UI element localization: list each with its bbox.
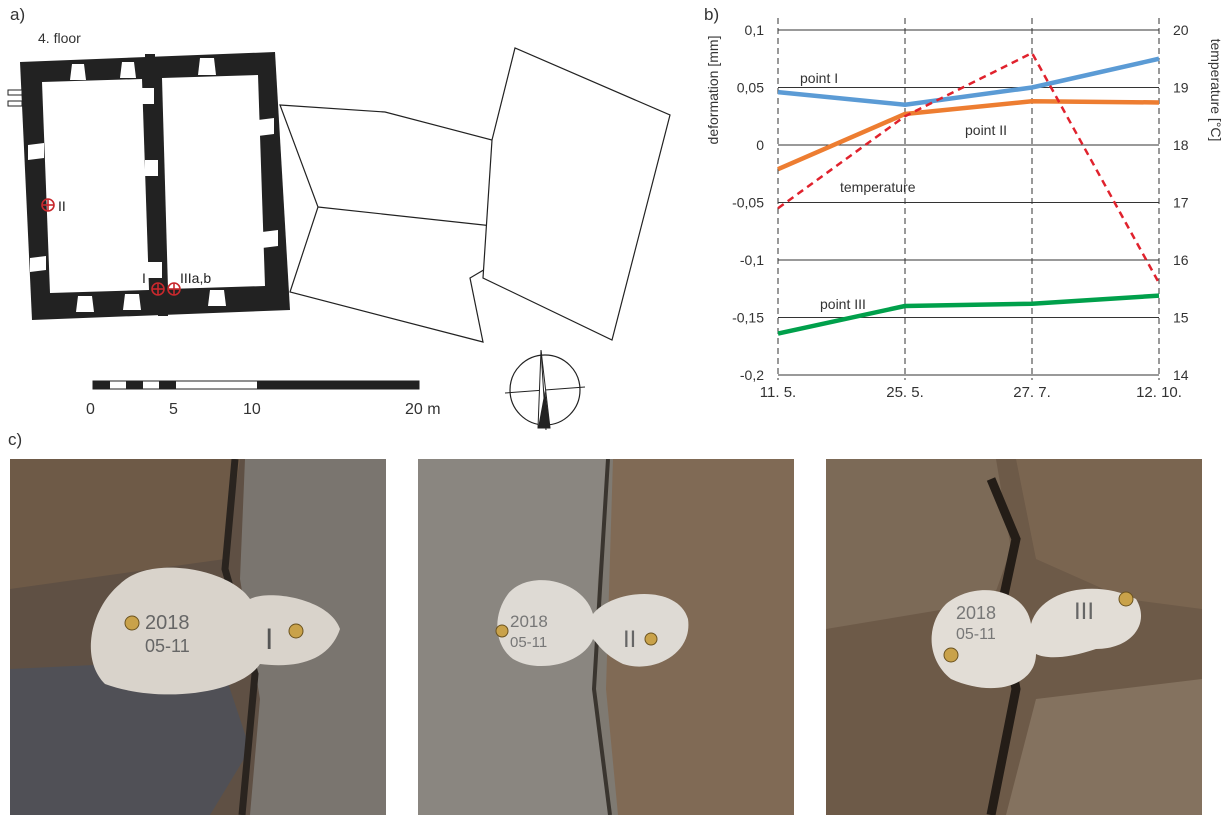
y-axis-label-right: temperature [°C] [1208, 39, 1221, 142]
chart-series [777, 51, 1161, 336]
series-line-point-I [777, 56, 1160, 107]
point-label-I: I [142, 270, 146, 286]
series-label-point-II: point II [965, 122, 1007, 138]
series-line-temperature [777, 51, 1161, 284]
photo-tag-date: 05-11 [145, 636, 190, 656]
adjacent-buildings [279, 47, 671, 343]
window-niches [28, 58, 278, 312]
point-label-II: II [58, 198, 66, 214]
photo-roman: III [1074, 598, 1094, 625]
y-tick-label-right: 17 [1173, 195, 1189, 211]
point-label-IIIab: IIIa,b [180, 270, 211, 286]
y-axis-label-left: deformation [mm] [705, 36, 721, 145]
photo-roman: II [623, 626, 636, 653]
deformation-chart: 0,1 0,05 0 -0,05 -0,1 -0,15 -0,2 20 19 18 17 16 15 1… [705, 18, 1221, 401]
photo-tag-year: 2018 [145, 612, 190, 634]
gauge-pin-left [124, 615, 140, 631]
room-left [42, 79, 149, 293]
scale-bar [92, 380, 420, 390]
y-tick-label-right: 16 [1173, 252, 1189, 268]
y-tick-label: -0,15 [732, 310, 764, 326]
photo-roman: I [265, 623, 273, 656]
scale-tick-10: 10 [243, 401, 261, 418]
y-tick-label: -0,05 [732, 195, 764, 211]
y-tick-label-right: 18 [1173, 137, 1189, 153]
y-tick-label-right: 19 [1173, 80, 1189, 96]
panel-label-b: b) [704, 5, 720, 24]
gauge-pin-left [495, 624, 509, 638]
plaster-pad [90, 567, 340, 695]
scale-tick-20m: 20 m [405, 401, 441, 418]
series-line-point-II [777, 99, 1160, 172]
y-tick-label-right: 15 [1173, 310, 1189, 326]
x-tick-label: 11. 5. [760, 384, 796, 401]
photo-tag-year: 2018 [956, 603, 996, 623]
plaster-pad [931, 588, 1142, 689]
photo-gauge-II: 2018 05-11 II [418, 459, 794, 815]
gauge-pin-right [644, 632, 658, 646]
series-label-point-I: point I [800, 70, 838, 86]
series-label-temperature: temperature [840, 179, 916, 195]
x-tick-label: 25. 5. [886, 384, 924, 401]
room-right [162, 75, 265, 289]
y-tick-label: 0 [756, 137, 764, 153]
y-tick-label: -0,2 [740, 367, 764, 383]
gauge-pin-right [1118, 591, 1134, 607]
photo-gauge-I: 2018 05-11 I [10, 459, 386, 815]
chart-vertical-dashes [777, 18, 1160, 380]
y-tick-label-right: 14 [1173, 367, 1189, 383]
photo-gauge-III: 2018 05-11 III [826, 459, 1202, 815]
panel-label-c: c) [8, 430, 23, 449]
photo-tag-date: 05-11 [510, 634, 547, 651]
y-tick-label-right: 20 [1173, 22, 1189, 38]
scale-tick-5: 5 [169, 401, 178, 418]
panel-label-a: a) [10, 5, 26, 24]
measurement-points [41, 198, 181, 296]
y-tick-label: 0,1 [745, 22, 765, 38]
y-tick-label: 0,05 [737, 80, 764, 96]
series-line-point-III [777, 293, 1160, 336]
x-tick-label: 27. 7. [1013, 384, 1051, 401]
photo-tag-date: 05-11 [956, 626, 996, 643]
x-tick-label: 12. 10. [1136, 384, 1182, 401]
gauge-pin-right [288, 623, 304, 639]
floor-label: 4. floor [38, 30, 81, 46]
gauge-pin-left [943, 647, 959, 663]
y-tick-label: -0,1 [740, 252, 764, 268]
series-label-point-III: point III [820, 296, 866, 312]
photo-tag-year: 2018 [510, 612, 548, 631]
floor-plan: II I IIIa,b 0 5 10 20 m [7, 47, 671, 431]
north-arrow-icon [504, 349, 586, 431]
plaster-pad [497, 580, 689, 667]
scale-tick-0: 0 [86, 401, 95, 418]
